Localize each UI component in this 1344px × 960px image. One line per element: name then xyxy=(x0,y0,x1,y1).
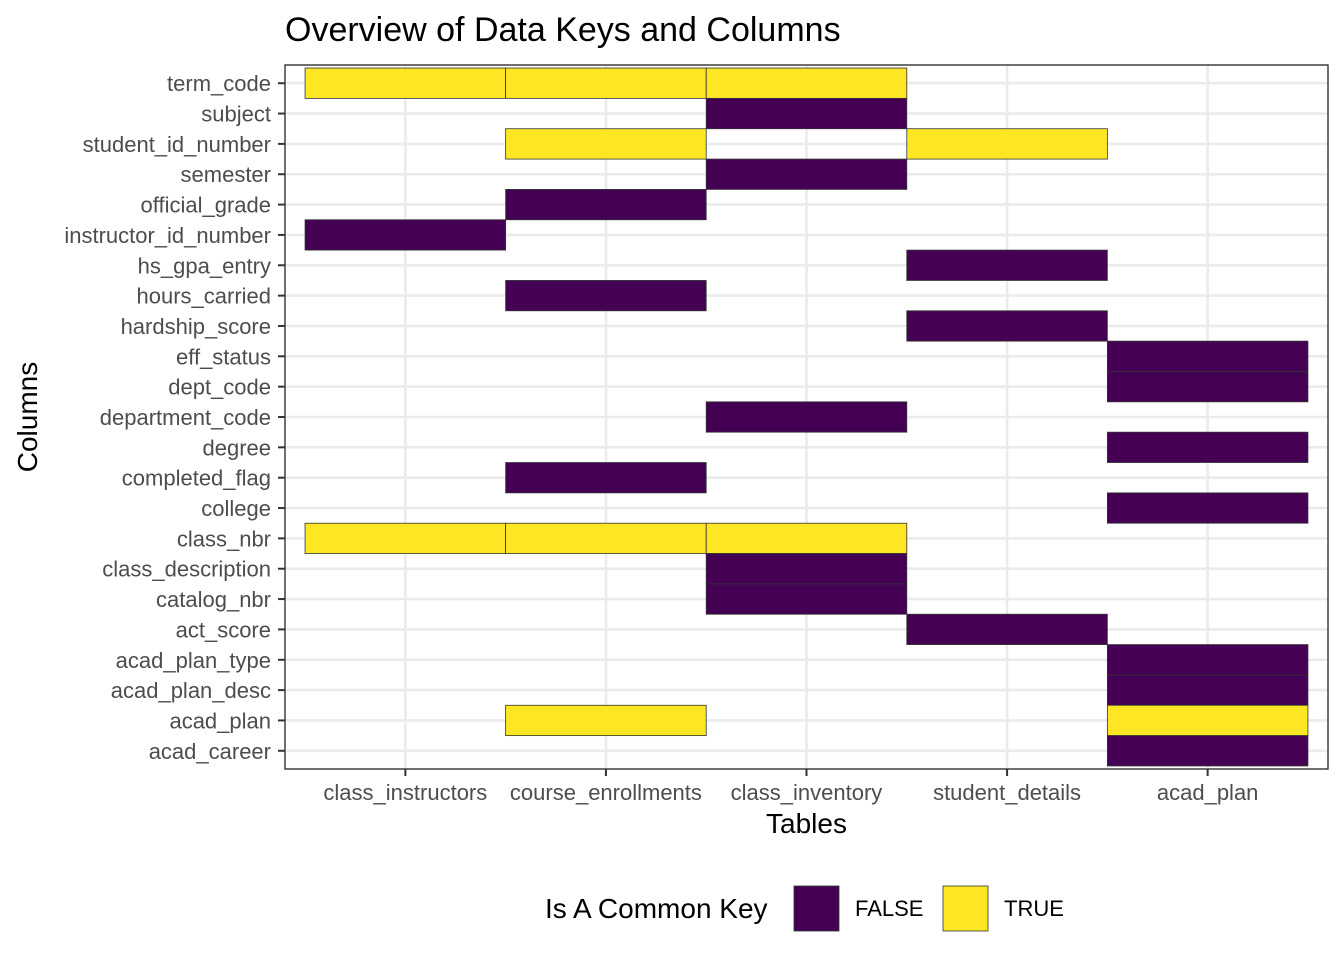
tile-student_details-hs_gpa_entry xyxy=(906,249,1108,281)
y-tick-label: act_score xyxy=(176,617,271,642)
y-tick-label: catalog_nbr xyxy=(156,587,271,612)
y-tick-label: official_grade xyxy=(141,193,271,218)
tile-class_inventory-semester xyxy=(705,158,908,190)
y-tick-label: subject xyxy=(201,102,271,127)
y-tick-label: hs_gpa_entry xyxy=(138,253,271,278)
legend-label-true: TRUE xyxy=(1004,896,1064,921)
tile-student_details-act_score xyxy=(906,613,1108,645)
chart-title: Overview of Data Keys and Columns xyxy=(285,11,841,49)
tile-acad_plan-acad_career xyxy=(1106,735,1309,767)
tile-class_inventory-department_code xyxy=(705,401,908,433)
y-tick-label: degree xyxy=(202,435,271,460)
tile-class_instructors-term_code xyxy=(304,67,507,99)
x-axis: class_instructors course_enrollments class… xyxy=(323,769,1258,805)
y-tick-label: hardship_score xyxy=(121,314,271,339)
y-tick-label: college xyxy=(201,496,271,521)
legend-key-true xyxy=(942,885,989,932)
x-tick-label: class_instructors xyxy=(323,780,487,805)
y-tick-label: department_code xyxy=(100,405,271,430)
y-tick-label: dept_code xyxy=(168,375,271,400)
tile-acad_plan-degree xyxy=(1106,431,1309,463)
tile-course_enrollments-term_code xyxy=(505,67,707,99)
y-axis-title: Columns xyxy=(12,362,43,472)
y-tick-label: acad_plan xyxy=(169,708,271,733)
x-axis-title: Tables xyxy=(766,808,847,839)
x-tick-label: class_inventory xyxy=(731,780,883,805)
tile-acad_plan-acad_plan_type xyxy=(1106,644,1309,676)
tile-acad_plan-acad_plan_desc xyxy=(1106,674,1309,706)
y-tick-label: student_id_number xyxy=(83,132,271,157)
y-tick-label: completed_flag xyxy=(122,466,271,491)
y-tick-label: semester xyxy=(181,162,271,187)
tiles xyxy=(304,67,1309,767)
legend: Is A Common Key FALSE TRUE xyxy=(545,885,1064,932)
y-tick-label: acad_plan_desc xyxy=(111,678,271,703)
tile-acad_plan-college xyxy=(1106,492,1309,524)
tile-course_enrollments-student_id_number xyxy=(505,128,707,160)
tile-course_enrollments-hours_carried xyxy=(505,280,707,312)
legend-key-false xyxy=(793,885,840,932)
legend-label-false: FALSE xyxy=(855,896,923,921)
tile-class_instructors-instructor_id_number xyxy=(304,219,507,251)
y-tick-label: acad_plan_type xyxy=(116,648,271,673)
tile-student_details-student_id_number xyxy=(906,128,1108,160)
y-tick-label: term_code xyxy=(167,71,271,96)
tile-acad_plan-acad_plan xyxy=(1106,704,1309,737)
tile-class_inventory-subject xyxy=(705,97,908,130)
tile-student_details-hardship_score xyxy=(906,310,1108,342)
y-tick-label: class_description xyxy=(102,557,271,582)
x-tick-label: acad_plan xyxy=(1157,780,1259,805)
tile-course_enrollments-completed_flag xyxy=(505,462,707,494)
x-tick-label: course_enrollments xyxy=(510,780,702,805)
tile-acad_plan-eff_status xyxy=(1106,340,1309,372)
y-tick-label: instructor_id_number xyxy=(64,223,271,248)
tile-course_enrollments-official_grade xyxy=(505,189,707,221)
x-tick-label: student_details xyxy=(933,780,1081,805)
y-tick-label: acad_career xyxy=(149,739,271,764)
y-tick-label: eff_status xyxy=(176,344,271,369)
y-tick-label: class_nbr xyxy=(177,526,271,551)
tile-class_inventory-term_code xyxy=(705,67,908,99)
tile-class_inventory-class_description xyxy=(705,553,908,585)
tile-course_enrollments-acad_plan xyxy=(505,704,707,737)
y-tick-label: hours_carried xyxy=(136,284,271,309)
legend-title: Is A Common Key xyxy=(545,893,768,924)
tile-class_inventory-catalog_nbr xyxy=(705,583,908,615)
tile-class_instructors-class_nbr xyxy=(304,522,507,554)
tile-acad_plan-dept_code xyxy=(1106,371,1309,403)
tile-class_inventory-class_nbr xyxy=(705,522,908,554)
tile-course_enrollments-class_nbr xyxy=(505,522,707,554)
